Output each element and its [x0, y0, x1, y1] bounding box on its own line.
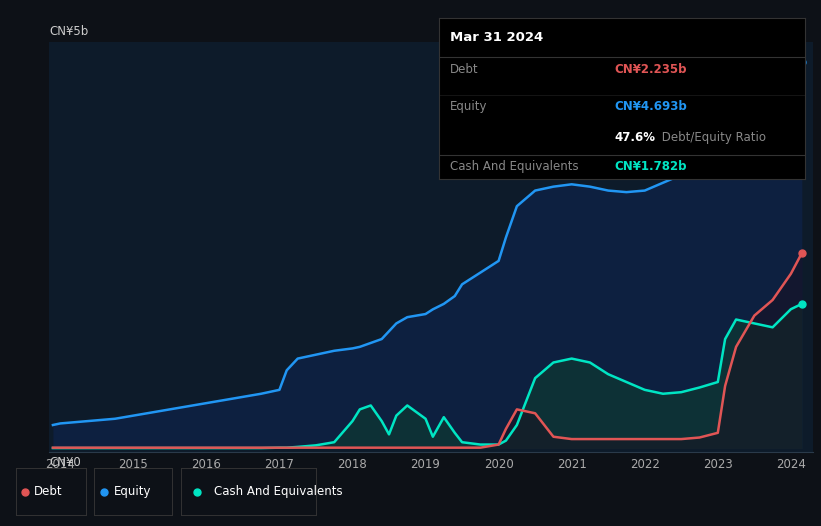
Text: CN¥1.782b: CN¥1.782b — [615, 159, 687, 173]
Text: Mar 31 2024: Mar 31 2024 — [450, 31, 544, 44]
Text: CN¥0: CN¥0 — [49, 457, 81, 470]
Text: Debt/Equity Ratio: Debt/Equity Ratio — [658, 130, 767, 144]
Text: Equity: Equity — [114, 485, 151, 498]
Text: Equity: Equity — [450, 100, 488, 113]
Text: CN¥2.235b: CN¥2.235b — [615, 63, 687, 76]
Text: Cash And Equivalents: Cash And Equivalents — [214, 485, 343, 498]
Text: CN¥5b: CN¥5b — [49, 25, 89, 38]
Text: Debt: Debt — [34, 485, 62, 498]
Text: Debt: Debt — [450, 63, 479, 76]
Text: 47.6%: 47.6% — [615, 130, 656, 144]
Text: Cash And Equivalents: Cash And Equivalents — [450, 159, 579, 173]
Text: CN¥4.693b: CN¥4.693b — [615, 100, 687, 113]
